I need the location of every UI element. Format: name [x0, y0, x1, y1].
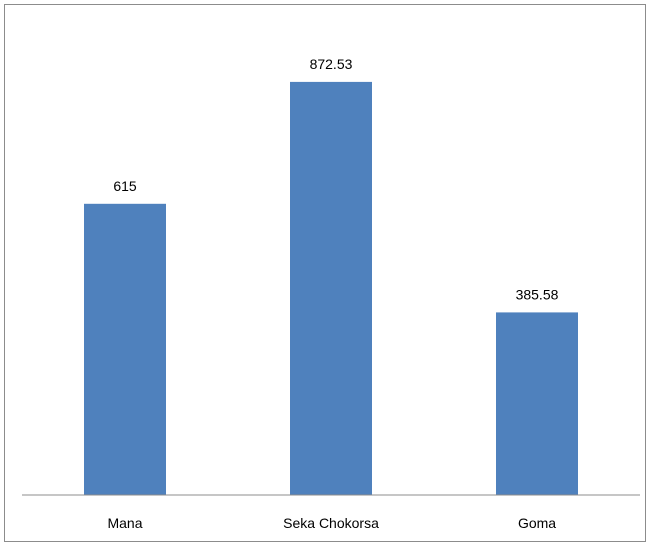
bar-goma	[496, 312, 578, 495]
x-tick-label-seka-chokorsa: Seka Chokorsa	[283, 515, 379, 531]
data-label-mana: 615	[113, 178, 137, 194]
x-tick-label-mana: Mana	[107, 515, 142, 531]
data-label-goma: 385.58	[516, 286, 559, 302]
bar-seka-chokorsa	[290, 81, 372, 496]
labels-layer: 615 Mana 872.53 Seka Chokorsa 385.58 Goma	[107, 56, 558, 531]
x-tick-label-goma: Goma	[518, 515, 556, 531]
bar-mana	[84, 203, 166, 496]
data-label-seka-chokorsa: 872.53	[310, 56, 353, 72]
bars-layer	[84, 81, 578, 496]
